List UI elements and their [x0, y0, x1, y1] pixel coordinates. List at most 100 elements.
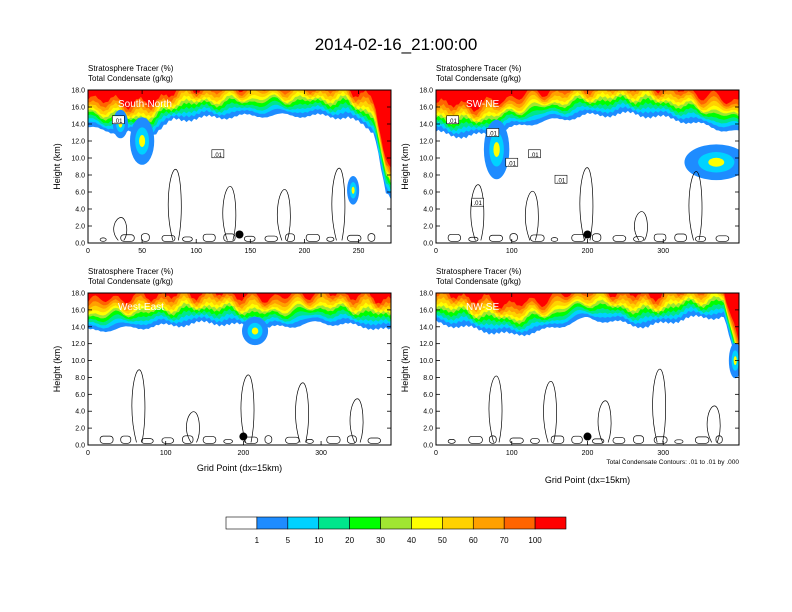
condensate-contour	[543, 380, 557, 443]
location-marker	[583, 230, 592, 239]
y-tick-label: 12.0	[71, 341, 85, 348]
colorbar-swatch-8	[472, 516, 505, 530]
y-tick-label: 6.0	[75, 190, 85, 197]
colorbar-label: 60	[469, 536, 478, 545]
y-tick-label: 14.0	[71, 122, 85, 129]
colorbar-label: 70	[500, 536, 509, 545]
condensate-contour	[674, 439, 684, 444]
tracer-band-level-3	[88, 90, 391, 191]
colorbar-swatch-6	[411, 516, 443, 530]
condensate-contour	[488, 234, 503, 242]
panels: .01 .01 South-North 0.0 2.0 4.0 6.0 8.0 10.0 12.0…	[52, 64, 740, 485]
condensate-contour	[695, 436, 710, 444]
y-tick-label: 10.0	[71, 358, 85, 365]
condensate-contour	[447, 438, 456, 444]
x-tick-label: 200	[582, 450, 594, 457]
condensate-contour	[653, 233, 667, 242]
condensate-contour	[488, 435, 497, 444]
y-tick-label: 6.0	[75, 392, 85, 399]
condensate-contour	[326, 236, 335, 242]
x-tick-label: 100	[506, 248, 518, 255]
condensate-contour	[99, 435, 114, 444]
colorbar-swatch-7	[442, 516, 474, 530]
x-tick-label: 0	[86, 248, 90, 255]
tracer-band-level-9	[436, 293, 739, 350]
y-tick-label: 4.0	[75, 409, 85, 416]
colorbar-swatch-10	[534, 516, 567, 530]
tracer-band-level-9	[436, 90, 739, 116]
tracer-band-level-10	[88, 90, 391, 168]
y-tick-label: 16.0	[419, 105, 433, 112]
condensate-contour	[167, 168, 182, 241]
y-tick-label: 4.0	[423, 207, 433, 214]
x-axis-label: Grid Point (dx=15km)	[545, 475, 630, 485]
colorbar-swatch-0	[225, 516, 258, 530]
tracer-band-level-10	[436, 90, 739, 112]
y-tick-label: 6.0	[423, 392, 433, 399]
cross-section-label: NW-SE	[466, 302, 499, 313]
plot-area: .01 .01 .01 .01 .01 .01	[436, 90, 739, 243]
condensate-contour	[120, 234, 135, 242]
colorbar-swatch-3	[318, 516, 350, 530]
condensate-contour	[140, 233, 150, 242]
y-tick-label: 4.0	[423, 409, 433, 416]
contour-label-box	[505, 157, 519, 167]
y-tick-label: 14.0	[419, 324, 433, 331]
y-tick-label: 2.0	[423, 224, 433, 231]
condensate-contour	[331, 167, 346, 241]
y-tick-label: 18.0	[71, 291, 85, 298]
y-tick-label: 2.0	[423, 426, 433, 433]
panel-3: West-East 0.0 2.0 4.0 6.0 8.0 10.0 12.0 14.0 16.0…	[52, 267, 392, 473]
condensate-contour	[295, 382, 309, 443]
contour-label-box	[554, 174, 568, 184]
plot-area	[88, 293, 391, 445]
x-tick-label: 300	[657, 450, 669, 457]
x-tick-label: 50	[138, 248, 146, 255]
contour-label: .01	[530, 153, 539, 159]
y-tick-label: 0.0	[423, 241, 433, 248]
condensate-contour	[530, 438, 540, 444]
condensate-contour	[305, 233, 320, 242]
condensate-contour	[674, 233, 687, 242]
plot-area	[436, 293, 739, 445]
x-tick-label: 200	[238, 450, 250, 457]
panel-title-tracer: Stratosphere Tracer (%)	[88, 267, 174, 276]
plot-area: .01 .01	[88, 90, 391, 243]
condensate-contour	[223, 233, 236, 242]
contour-label: .01	[448, 119, 457, 125]
tracer-blob-core	[139, 135, 146, 147]
condensate-contour	[591, 438, 605, 444]
colorbar-label: 10	[314, 536, 323, 545]
x-tick-label: 200	[582, 248, 594, 255]
condensate-contour	[706, 405, 721, 443]
x-tick-label: 0	[86, 450, 90, 457]
condensate-contour	[612, 437, 626, 444]
condensate-contour	[264, 435, 273, 444]
y-tick-label: 4.0	[75, 207, 85, 214]
y-tick-label: 6.0	[423, 190, 433, 197]
contour-label-box	[112, 115, 125, 125]
colorbar-label: 1	[255, 536, 260, 545]
y-tick-label: 18.0	[419, 88, 433, 95]
panel-title-condensate: Total Condensate (g/kg)	[436, 74, 521, 83]
condensate-contour	[550, 237, 559, 242]
footnote: Total Condensate Contours: .01 to .01 by…	[606, 459, 739, 466]
panel-2: .01 .01 .01 .01 .01 .01 SW-NE 0.0 2.0 4.0 6.0 8.0 10…	[400, 64, 740, 255]
condensate-contour	[470, 184, 485, 241]
panel-title-condensate: Total Condensate (g/kg)	[88, 277, 173, 286]
y-tick-label: 12.0	[71, 139, 85, 146]
y-tick-label: 10.0	[419, 156, 433, 163]
condensate-contour	[634, 211, 648, 241]
y-tick-label: 2.0	[75, 426, 85, 433]
condensate-contour	[715, 235, 730, 242]
panel-1: .01 .01 South-North 0.0 2.0 4.0 6.0 8.0 10.0 12.0…	[52, 64, 392, 255]
condensate-contour	[131, 369, 146, 443]
y-tick-label: 0.0	[75, 241, 85, 248]
colorbar-label: 50	[438, 536, 447, 545]
tracer-band-level-2	[88, 90, 391, 193]
condensate-contour	[612, 235, 627, 242]
condensate-contour	[525, 190, 539, 241]
contour-label-box	[446, 115, 459, 125]
contour-label-box	[211, 149, 225, 159]
